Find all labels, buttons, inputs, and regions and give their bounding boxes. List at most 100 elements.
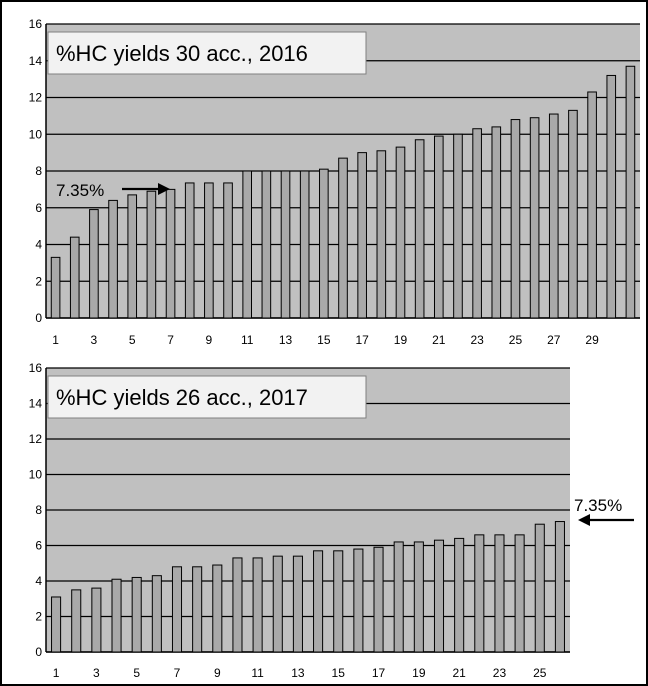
y-tick-label: 6 xyxy=(35,539,42,553)
bar xyxy=(373,546,384,653)
y-tick-label: 10 xyxy=(29,127,43,141)
x-tick-label: 15 xyxy=(317,333,331,347)
bar xyxy=(319,168,329,319)
bar xyxy=(376,150,387,319)
y-tick-label: 0 xyxy=(35,311,42,325)
x-tick-label: 7 xyxy=(167,333,174,347)
y-tick-label: 10 xyxy=(29,468,43,482)
x-tick-label: 5 xyxy=(129,333,136,347)
x-tick-label: 15 xyxy=(332,666,346,680)
y-tick-label: 14 xyxy=(29,397,43,411)
chart-title-box xyxy=(47,31,367,75)
bar xyxy=(433,135,444,319)
bar xyxy=(127,194,138,319)
y-tick-label: 0 xyxy=(35,645,42,659)
bar xyxy=(212,564,223,653)
annotation-label: 7.35% xyxy=(574,496,622,515)
bar xyxy=(568,109,578,319)
bar xyxy=(491,126,502,319)
y-tick-label: 12 xyxy=(29,91,43,105)
bar xyxy=(357,152,367,319)
bar xyxy=(204,182,214,319)
y-tick-label: 14 xyxy=(29,54,43,68)
bar xyxy=(89,209,99,319)
y-tick-label: 8 xyxy=(35,503,42,517)
bar xyxy=(242,170,253,319)
bar xyxy=(50,256,61,319)
x-tick-label: 13 xyxy=(291,666,305,680)
x-tick-label: 9 xyxy=(214,666,221,680)
bar xyxy=(393,541,404,653)
bar xyxy=(454,537,465,653)
y-tick-label: 8 xyxy=(35,164,42,178)
bar xyxy=(184,182,195,319)
chart-title: %HC yields 26 acc., 2017 xyxy=(56,385,308,410)
y-tick-label: 6 xyxy=(35,201,42,215)
bar xyxy=(252,557,263,653)
bar xyxy=(338,157,348,319)
bar xyxy=(131,576,142,653)
y-tick-label: 2 xyxy=(35,610,42,624)
x-tick-label: 11 xyxy=(241,333,254,347)
bar xyxy=(472,128,482,319)
bar xyxy=(433,539,445,653)
bar xyxy=(587,91,597,319)
bar xyxy=(313,550,324,653)
x-tick-label: 3 xyxy=(91,333,98,347)
x-tick-label: 19 xyxy=(412,666,426,680)
x-tick-label: 29 xyxy=(585,333,599,347)
chart-title-box xyxy=(47,375,367,419)
x-tick-label: 1 xyxy=(53,666,60,680)
chart-title: %HC yields 30 acc., 2016 xyxy=(56,41,308,66)
x-tick-label: 13 xyxy=(279,333,293,347)
y-tick-label: 2 xyxy=(35,274,42,288)
x-tick-label: 23 xyxy=(470,333,484,347)
y-tick-label: 16 xyxy=(29,361,43,375)
bar xyxy=(453,133,463,319)
bar xyxy=(91,587,102,653)
x-tick-label: 17 xyxy=(372,666,386,680)
x-tick-label: 25 xyxy=(509,333,523,347)
bar xyxy=(232,557,243,653)
x-tick-label: 1 xyxy=(52,333,59,347)
bar xyxy=(529,117,540,319)
bar xyxy=(171,566,183,653)
x-tick-label: 27 xyxy=(547,333,561,347)
bar xyxy=(510,119,521,319)
bar xyxy=(192,566,203,653)
bar xyxy=(353,548,364,653)
bar xyxy=(606,74,617,319)
x-tick-label: 25 xyxy=(533,666,547,680)
x-tick-label: 19 xyxy=(394,333,408,347)
y-tick-label: 4 xyxy=(35,238,42,252)
x-tick-label: 9 xyxy=(206,333,213,347)
bar xyxy=(413,541,424,653)
bar xyxy=(272,555,283,653)
y-tick-label: 16 xyxy=(29,17,43,31)
x-tick-label: 5 xyxy=(133,666,140,680)
x-tick-label: 23 xyxy=(493,666,507,680)
bar xyxy=(474,534,485,653)
bar xyxy=(514,534,525,653)
bar xyxy=(625,65,636,319)
bar xyxy=(51,596,62,653)
bar xyxy=(280,170,291,319)
bar xyxy=(151,575,162,653)
bar xyxy=(299,170,310,319)
bar xyxy=(108,199,118,319)
bar xyxy=(548,113,559,319)
bar xyxy=(534,523,545,653)
bar xyxy=(111,578,122,653)
bar xyxy=(146,190,157,319)
x-tick-label: 11 xyxy=(251,666,264,680)
bar xyxy=(494,534,505,653)
bar xyxy=(333,550,344,653)
y-tick-label: 4 xyxy=(35,574,42,588)
bar xyxy=(395,146,406,319)
bar xyxy=(261,170,272,319)
bar xyxy=(223,182,233,319)
x-tick-label: 3 xyxy=(93,666,100,680)
